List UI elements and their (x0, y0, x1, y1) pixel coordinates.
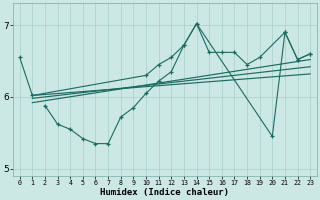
X-axis label: Humidex (Indice chaleur): Humidex (Indice chaleur) (100, 188, 229, 197)
